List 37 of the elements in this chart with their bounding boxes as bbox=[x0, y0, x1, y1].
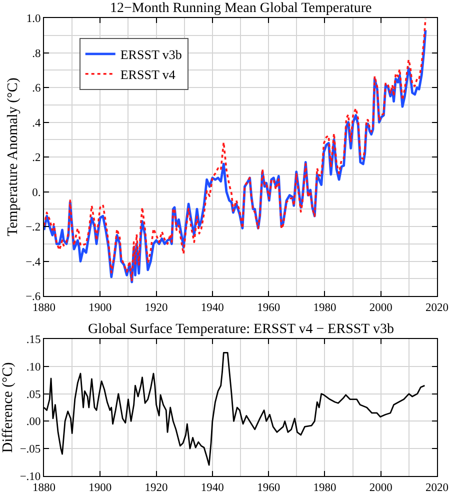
x-tick-label: 1940 bbox=[200, 482, 224, 492]
x-tick-label: 1920 bbox=[144, 482, 168, 492]
x-tick-label: 2020 bbox=[426, 482, 449, 492]
y-tick-label: −.4 bbox=[26, 256, 41, 268]
x-tick-label: 1960 bbox=[257, 302, 280, 314]
y-tick-label: .4 bbox=[32, 117, 41, 130]
x-tick-label: 1920 bbox=[144, 302, 168, 314]
y-axis-title: Difference (°C) bbox=[0, 362, 16, 453]
x-tick-label: 2000 bbox=[369, 302, 393, 314]
y-tick-label: .00 bbox=[26, 416, 41, 428]
y-tick-label: 1.0 bbox=[26, 13, 41, 26]
y-tick-label: .2 bbox=[32, 152, 41, 164]
chart-title: Global Surface Temperature: ERSST v4 − ERSST v3b bbox=[88, 322, 394, 337]
x-tick-label: 1940 bbox=[200, 302, 224, 314]
x-tick-label: 1980 bbox=[313, 482, 336, 492]
x-tick-label: 1900 bbox=[88, 482, 112, 492]
x-tick-label: 1980 bbox=[313, 302, 336, 314]
y-tick-label: −.6 bbox=[26, 291, 41, 304]
legend-label: ERSST v4 bbox=[120, 66, 176, 82]
y-tick-label: −.05 bbox=[20, 444, 41, 456]
x-tick-label: 1900 bbox=[88, 302, 112, 314]
y-tick-label: −.10 bbox=[20, 471, 41, 484]
x-tick-label: 1880 bbox=[32, 302, 56, 314]
x-tick-label: 1960 bbox=[257, 482, 280, 492]
y-tick-label: 0. bbox=[32, 186, 41, 199]
y-tick-label: .05 bbox=[26, 388, 41, 401]
y-tick-label: .8 bbox=[32, 48, 41, 60]
y-axis-title: Temperature Anomaly (°C) bbox=[5, 78, 21, 236]
chart-title: 12−Month Running Mean Global Temperature bbox=[110, 1, 372, 16]
y-tick-label: .10 bbox=[26, 361, 41, 374]
x-tick-label: 2020 bbox=[426, 302, 449, 314]
x-tick-label: 2000 bbox=[369, 482, 393, 492]
legend-label: ERSST v3b bbox=[120, 47, 182, 62]
y-tick-label: −.2 bbox=[26, 222, 41, 234]
y-tick-label: .15 bbox=[26, 334, 41, 346]
y-tick-label: .6 bbox=[32, 82, 41, 95]
x-tick-label: 1880 bbox=[32, 482, 56, 492]
